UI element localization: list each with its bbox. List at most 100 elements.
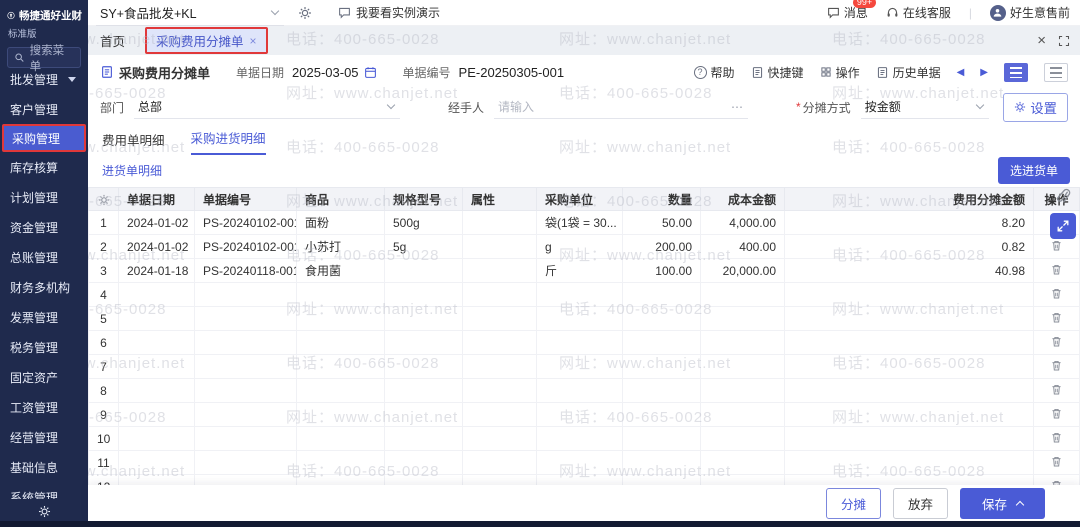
table-cell (622, 306, 701, 331)
demo-link[interactable]: 我要看实例演示 (338, 4, 440, 21)
table-row[interactable]: 10 (88, 426, 1080, 451)
help-button[interactable]: ? 帮助 (693, 64, 735, 81)
incoming-doc-detail-link[interactable]: 进货单明细 (102, 163, 163, 178)
prev-doc-arrow[interactable]: ◀ (956, 66, 965, 78)
delete-row-icon[interactable] (1050, 383, 1063, 396)
close-icon[interactable]: × (1037, 32, 1046, 49)
table-row[interactable]: 1 2024-01-02 PS-20240102-001 面粉 500g 袋(1袋 = 3… (88, 210, 1080, 235)
org-selector-dropdown[interactable]: SY+食品批发+KL (96, 0, 284, 26)
table-row[interactable]: 7 (88, 354, 1080, 379)
delete-row-icon[interactable] (1050, 311, 1063, 324)
sidebar-item-9[interactable]: 发票管理 (0, 302, 88, 332)
next-doc-arrow[interactable]: ▶ (980, 66, 988, 78)
sidebar-item-14[interactable]: 基础信息 (0, 452, 88, 482)
sidebar-item-2[interactable]: 客户管理 (0, 94, 88, 124)
table-row[interactable]: 2 2024-01-02 PS-20240102-001 小苏打 5g g 200.00 40… (88, 234, 1080, 259)
method-label: 分摊方式 (802, 100, 851, 115)
online-support-button[interactable]: 在线客服 (886, 4, 951, 21)
bottom-strip (0, 521, 1080, 527)
table-row[interactable]: 5 (88, 306, 1080, 331)
delete-row-icon[interactable] (1050, 263, 1063, 276)
table-row[interactable]: 11 (88, 450, 1080, 475)
delete-row-icon[interactable] (1050, 287, 1063, 300)
sidebar-item-12[interactable]: 工资管理 (0, 392, 88, 422)
delete-row-icon[interactable] (1050, 455, 1063, 468)
department-field[interactable]: 部门 总部 (100, 95, 400, 119)
tab-home[interactable]: 首页 (100, 35, 126, 49)
table-cell (118, 426, 195, 451)
column-header: 采购单位 (536, 187, 623, 211)
discard-button[interactable]: 放弃 (892, 487, 948, 519)
detail-view-toggle[interactable] (1044, 62, 1068, 82)
attachment-button[interactable] (1055, 188, 1072, 205)
allocation-method-field[interactable]: * 分摊方式 按金额 (796, 95, 990, 119)
more-icon[interactable]: ⋯ (731, 99, 744, 114)
settings-button[interactable]: 设置 (1003, 92, 1068, 122)
table-row[interactable]: 9 (88, 402, 1080, 427)
sidebar-item-3[interactable]: 采购管理 (2, 124, 86, 152)
department-select[interactable]: 总部 (134, 95, 400, 119)
table-row[interactable]: 8 (88, 378, 1080, 403)
sidebar-search-input[interactable]: 搜索菜单 (7, 45, 81, 73)
user-menu[interactable]: 好生意售前 (989, 4, 1070, 21)
table-cell (700, 378, 785, 403)
sidebar-item-4[interactable]: 库存核算 (0, 152, 88, 182)
save-button[interactable]: 保存 (959, 487, 1045, 519)
sidebar-item-8[interactable]: 财务多机构 (0, 272, 88, 302)
table-cell: 8 (88, 378, 119, 403)
sidebar-item-11[interactable]: 固定资产 (0, 362, 88, 392)
table-cell (462, 234, 537, 259)
delete-row-icon[interactable] (1050, 239, 1063, 252)
sidebar-settings-gear[interactable] (0, 504, 88, 518)
sidebar-item-10[interactable]: 税务管理 (0, 332, 88, 362)
tab-purchase-fee-allocation[interactable]: 采购费用分摊单 × (145, 27, 268, 54)
tab-close-icon[interactable]: × (249, 33, 257, 48)
column-header: 商品 (296, 187, 385, 211)
sidebar-item-13[interactable]: 经营管理 (0, 422, 88, 452)
delete-row-icon[interactable] (1050, 407, 1063, 420)
sidebar-item-6[interactable]: 资金管理 (0, 212, 88, 242)
sidebar-item-label: 总账管理 (10, 250, 59, 265)
tab-purchase-detail[interactable]: 采购进货明细 (190, 128, 266, 155)
table-row[interactable]: 6 (88, 330, 1080, 355)
tab-expense-detail[interactable]: 费用单明细 (102, 134, 165, 148)
table-row[interactable]: 4 (88, 282, 1080, 307)
date-value[interactable]: 2025-03-05 (292, 64, 359, 80)
list-view-toggle[interactable] (1004, 62, 1028, 82)
select-purchase-doc-button[interactable]: 选进货单 (997, 156, 1070, 184)
history-button[interactable]: 历史单据 (876, 64, 941, 81)
table-row[interactable]: 3 2024-01-18 PS-20240118-001 食用菌 斤 100.00 20,0… (88, 258, 1080, 283)
sidebar-item-1[interactable]: 批发管理 (0, 64, 88, 94)
delete-row-icon[interactable] (1050, 359, 1063, 372)
chevron-up-icon (1015, 500, 1025, 509)
handler-input[interactable]: 请输入 ⋯ (494, 95, 748, 119)
table-cell (700, 426, 785, 451)
method-select[interactable]: 按金额 (860, 95, 990, 119)
fullscreen-icon[interactable] (1058, 35, 1070, 47)
sidebar-item-15[interactable]: 系统管理 (0, 482, 88, 500)
grid-icon (820, 66, 832, 78)
calendar-icon[interactable] (364, 66, 377, 79)
user-name: 好生意售前 (1009, 6, 1070, 20)
table-row[interactable]: 12 (88, 474, 1080, 485)
user-icon (992, 7, 1003, 18)
shortcut-button[interactable]: 快捷键 (751, 64, 804, 81)
allocate-button[interactable]: 分摊 (825, 487, 881, 519)
table-cell (536, 306, 623, 331)
table-cell (384, 378, 463, 403)
sidebar-item-label: 批发管理 (10, 72, 59, 87)
handler-field[interactable]: 经手人 请输入 ⋯ (448, 95, 748, 119)
sidebar-item-7[interactable]: 总账管理 (0, 242, 88, 272)
table-cell: 20,000.00 (700, 258, 785, 283)
expand-table-button[interactable] (1050, 213, 1076, 239)
column-settings-gear-icon[interactable] (98, 194, 110, 206)
sidebar-item-5[interactable]: 计划管理 (0, 182, 88, 212)
table-header-row: 单据日期 单据编号 商品 规格型号 属性 采购单位 数量 成本金额 费用分摊金额 操作 (88, 187, 1080, 211)
delete-row-icon[interactable] (1050, 335, 1063, 348)
actions-button[interactable]: 操作 (820, 64, 860, 81)
topbar-settings-gear[interactable] (298, 6, 312, 20)
delete-row-icon[interactable] (1050, 431, 1063, 444)
messages-button[interactable]: 消息 99+ (827, 0, 877, 21)
table-cell (700, 282, 785, 307)
table-cell (384, 354, 463, 379)
